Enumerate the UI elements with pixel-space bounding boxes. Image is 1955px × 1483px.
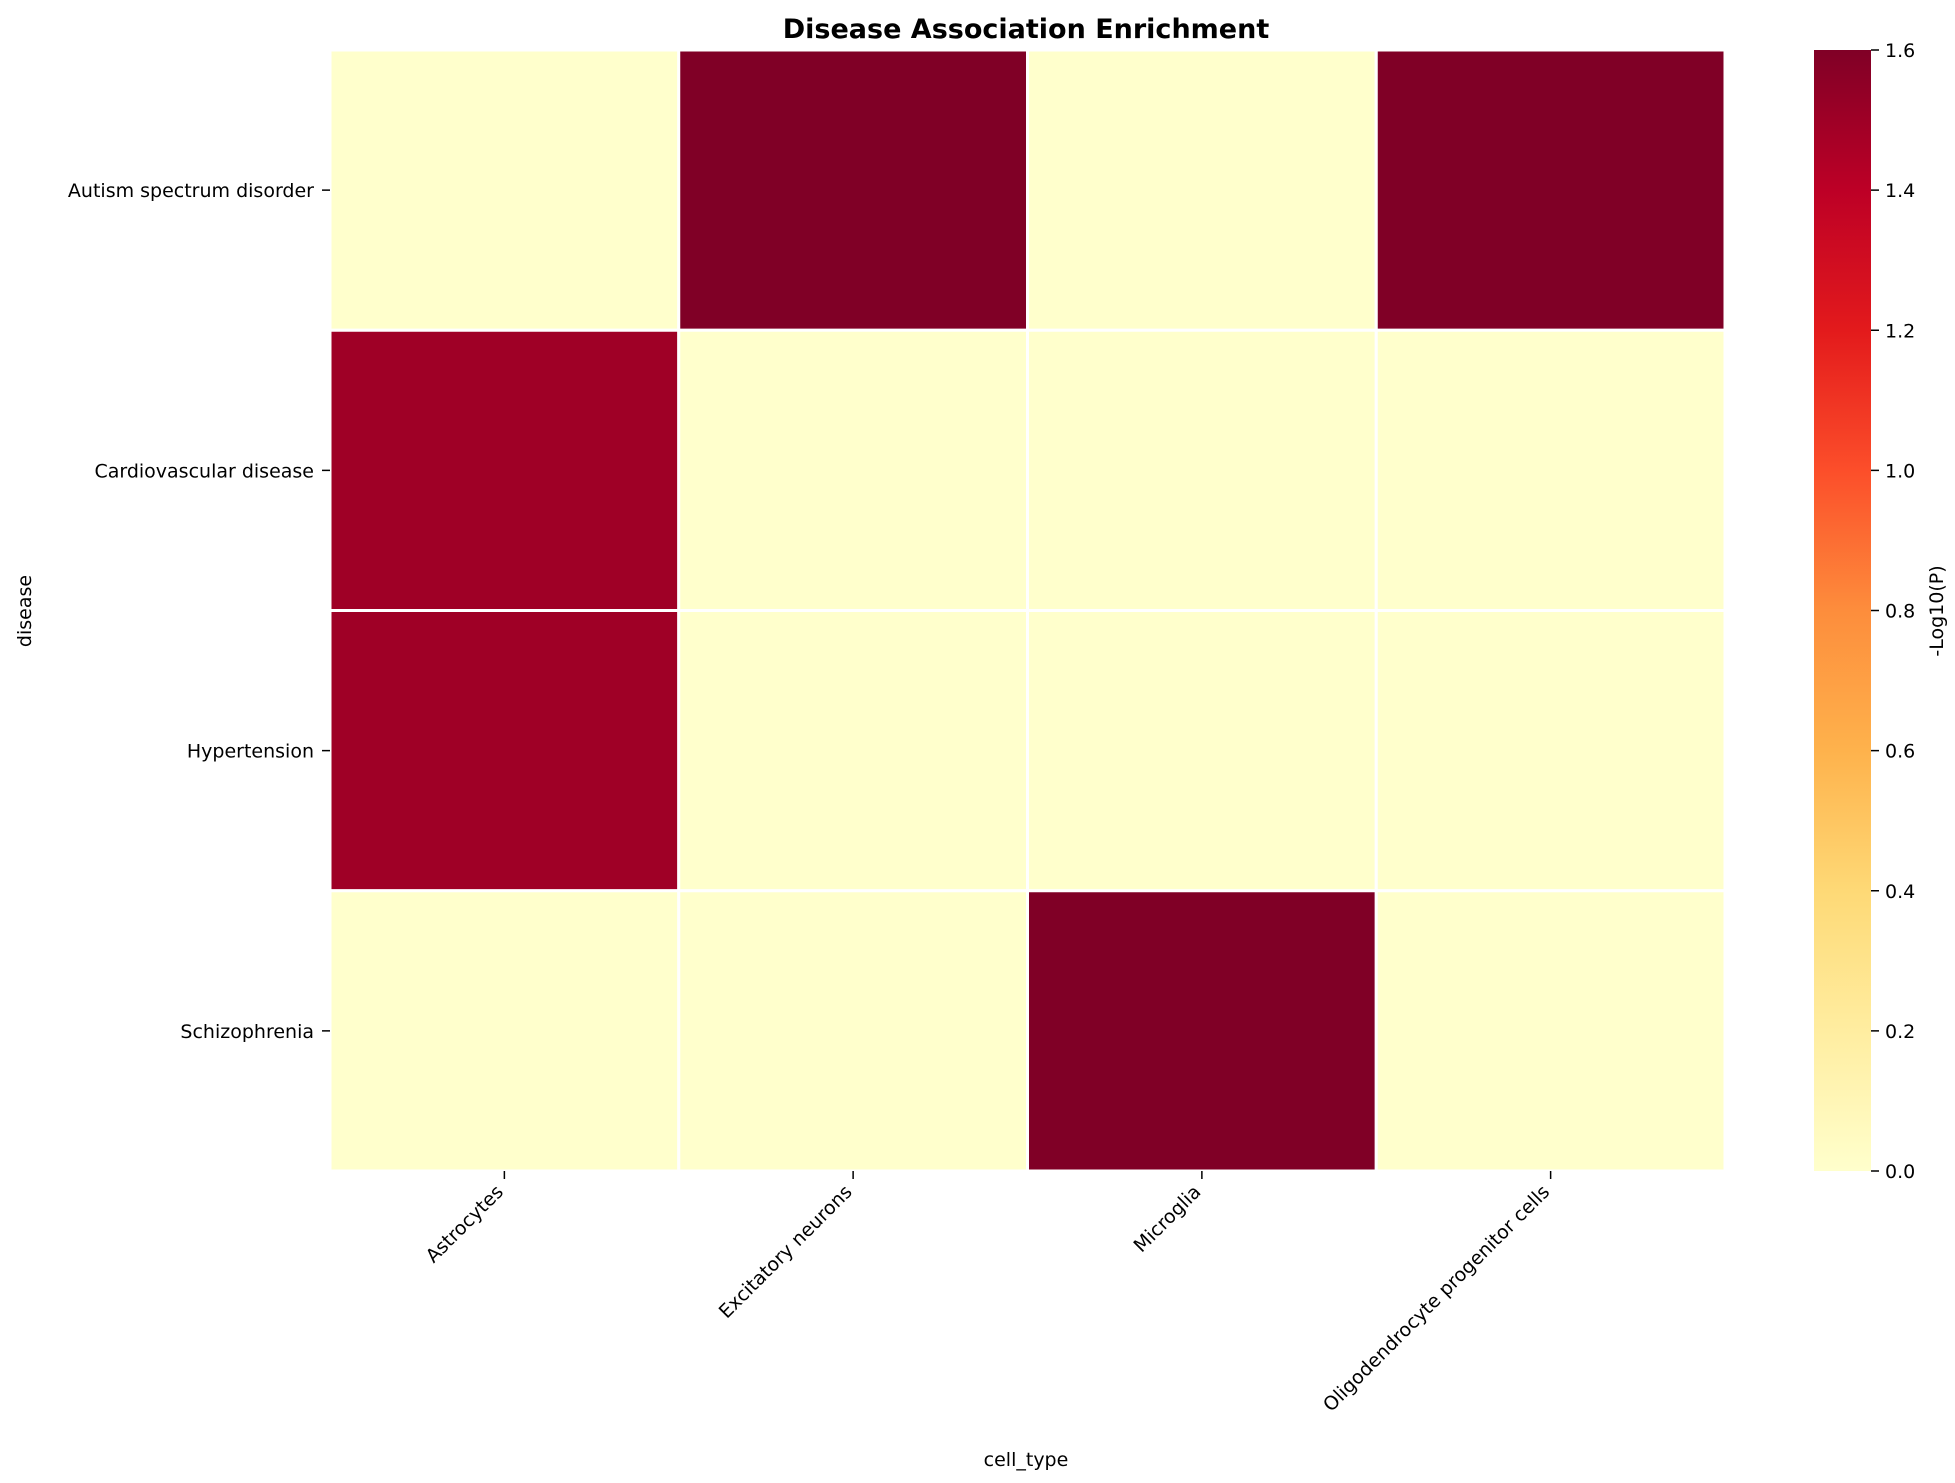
y-tick-label: Hypertension bbox=[187, 741, 314, 763]
colorbar-tick-label: 0.2 bbox=[1885, 1021, 1915, 1043]
x-axis-label: cell_type bbox=[984, 1449, 1069, 1471]
heatmap-cell bbox=[328, 609, 681, 893]
heatmap-cell bbox=[1026, 48, 1378, 332]
heatmap-cell bbox=[1374, 48, 1727, 332]
y-tick-label: Schizophrenia bbox=[180, 1021, 314, 1043]
colorbar-ticks: 0.0 0.2 0.4 0.6 0.8 1.0 1.2 1.4 1.6 bbox=[1871, 40, 1915, 1183]
x-axis-ticks: Astrocytes Excitatory neurons Microglia Oli… bbox=[422, 1171, 1554, 1416]
heatmap-cell bbox=[1026, 889, 1378, 1173]
x-tick-label: Microglia bbox=[1129, 1181, 1205, 1257]
y-tick-label: Autism spectrum disorder bbox=[68, 180, 314, 202]
colorbar-tick-label: 1.6 bbox=[1885, 40, 1915, 62]
x-tick-label: Excitatory neurons bbox=[715, 1181, 857, 1323]
heatmap-cell bbox=[1374, 609, 1727, 893]
heatmap-cell bbox=[328, 48, 681, 332]
chart-title: Disease Association Enrichment bbox=[783, 14, 1270, 45]
colorbar-tick-label: 0.6 bbox=[1885, 741, 1915, 763]
heatmap-cell bbox=[328, 889, 681, 1173]
colorbar-tick-label: 0.0 bbox=[1885, 1161, 1915, 1183]
heatmap-cells bbox=[328, 48, 1727, 1173]
colorbar-tick-label: 0.8 bbox=[1885, 601, 1915, 623]
heatmap-cell bbox=[1374, 889, 1727, 1173]
x-tick-label: Oligodendrocyte progenitor cells bbox=[1319, 1181, 1554, 1416]
colorbar-tick-label: 1.2 bbox=[1885, 320, 1915, 342]
colorbar-label: -Log10(P) bbox=[1926, 565, 1948, 656]
x-tick-label: Astrocytes bbox=[422, 1181, 508, 1267]
y-axis-label: disease bbox=[14, 575, 36, 647]
heatmap-cell bbox=[328, 328, 681, 612]
heatmap-cell bbox=[1026, 328, 1378, 612]
colorbar-gradient bbox=[1814, 50, 1871, 1171]
y-axis-ticks: Autism spectrum disorder Cardiovascular d… bbox=[68, 180, 330, 1043]
colorbar-tick-label: 1.0 bbox=[1885, 460, 1915, 482]
colorbar-tick-label: 0.4 bbox=[1885, 881, 1915, 903]
y-tick-label: Cardiovascular disease bbox=[94, 460, 314, 482]
colorbar: 0.0 0.2 0.4 0.6 0.8 1.0 1.2 1.4 1.6 -Log10(P) bbox=[1814, 40, 1948, 1183]
heatmap-cell bbox=[1374, 328, 1727, 612]
heatmap-cell bbox=[677, 328, 1029, 612]
heatmap-cell bbox=[1026, 609, 1378, 893]
heatmap-cell bbox=[677, 609, 1029, 893]
colorbar-tick-label: 1.4 bbox=[1885, 180, 1915, 202]
heatmap-cell bbox=[677, 48, 1029, 332]
heatmap-cell bbox=[677, 889, 1029, 1173]
